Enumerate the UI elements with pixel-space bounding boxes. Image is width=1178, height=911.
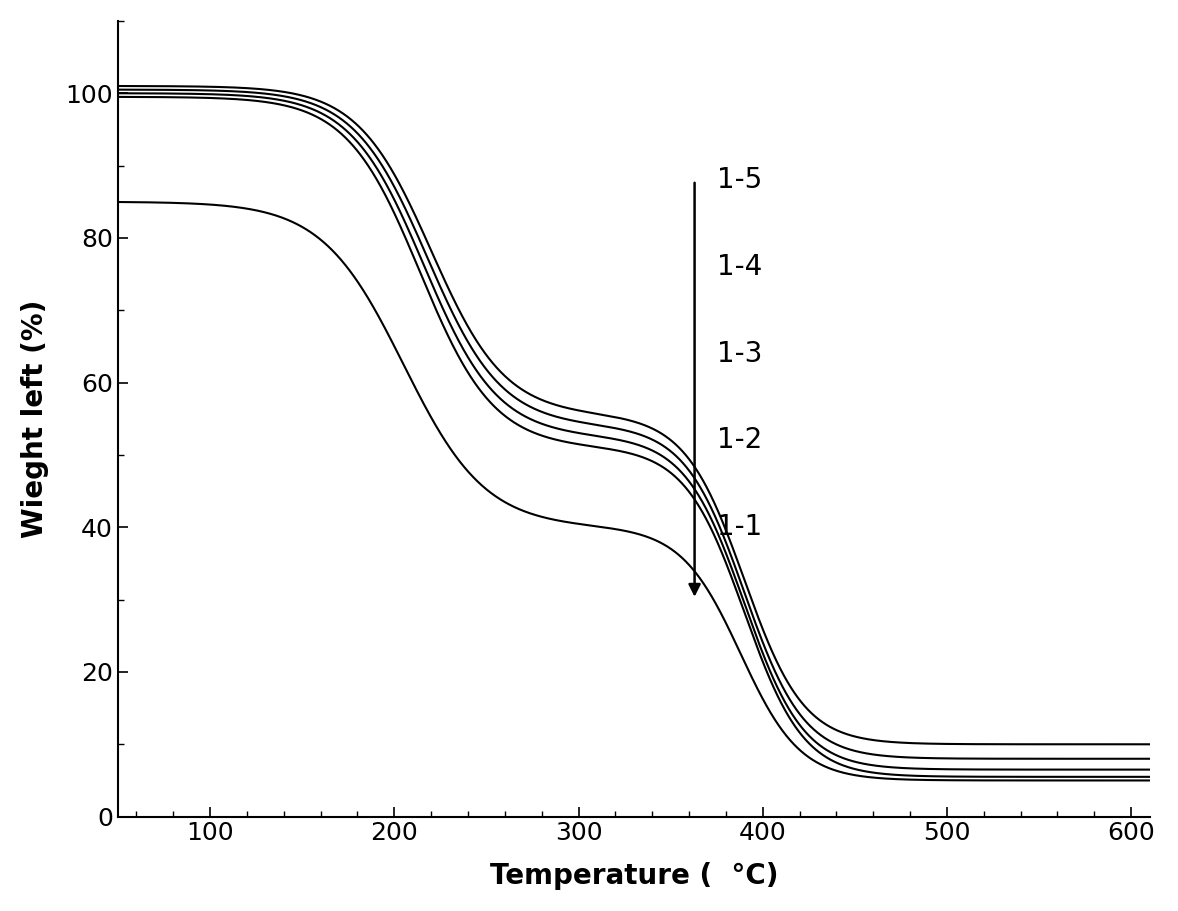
Text: 1-5: 1-5 [716,166,762,194]
X-axis label: Temperature (  °C): Temperature ( °C) [490,862,777,890]
Y-axis label: Wieght left (%): Wieght left (%) [21,300,48,537]
Text: 1-4: 1-4 [716,253,762,281]
Text: 1-2: 1-2 [716,426,762,455]
Text: 1-1: 1-1 [716,513,762,541]
Text: 1-3: 1-3 [716,340,762,368]
